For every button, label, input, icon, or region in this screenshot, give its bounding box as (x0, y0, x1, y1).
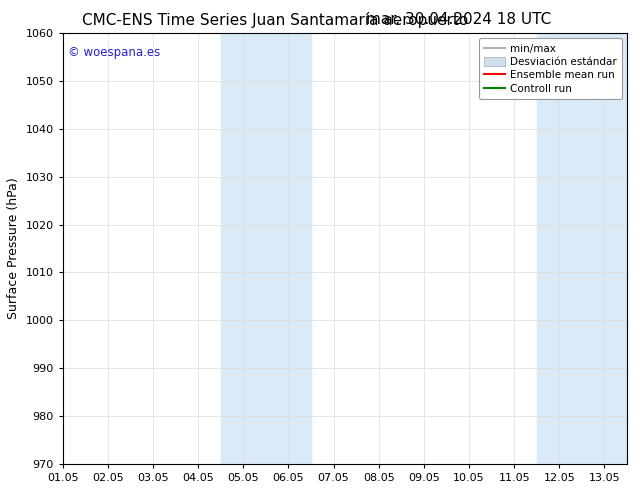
Text: mar. 30.04.2024 18 UTC: mar. 30.04.2024 18 UTC (366, 12, 552, 27)
Bar (221, 33, 311, 464)
Text: CMC-ENS Time Series Juan Santamaría aeropuerto: CMC-ENS Time Series Juan Santamaría aero… (82, 12, 469, 28)
Y-axis label: Surface Pressure (hPa): Surface Pressure (hPa) (7, 178, 20, 319)
Bar (537, 33, 627, 464)
Text: © woespana.es: © woespana.es (68, 46, 160, 59)
Legend: min/max, Desviación estándar, Ensemble mean run, Controll run: min/max, Desviación estándar, Ensemble m… (479, 38, 622, 99)
